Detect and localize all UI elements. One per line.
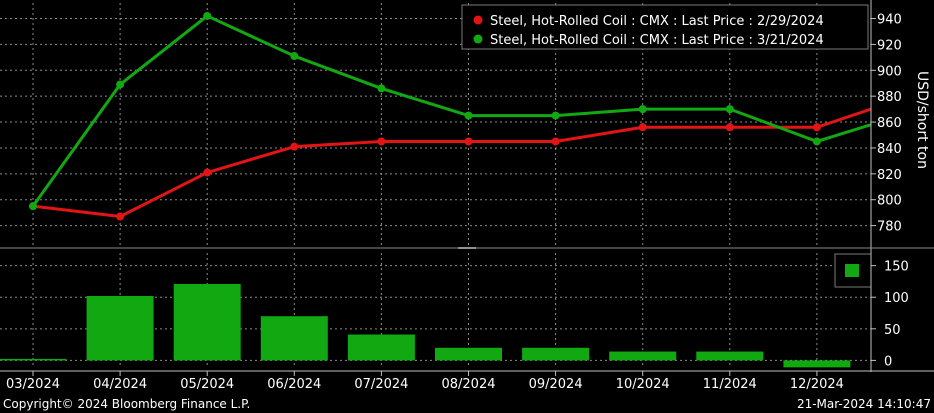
series-2-point	[29, 202, 37, 211]
legend-label-series-2: Steel, Hot-Rolled Coil : CMX : Last Pric…	[490, 33, 824, 48]
legend-label-series-1: Steel, Hot-Rolled Coil : CMX : Last Pric…	[490, 14, 824, 29]
line-series	[29, 11, 872, 221]
x-tick-label: 08/2024	[441, 377, 495, 392]
series-1-point	[203, 168, 212, 177]
timestamp-text: 21-Mar-2024 14:10:47	[797, 397, 931, 411]
x-tick-label: 09/2024	[529, 377, 583, 392]
y-tick-label: 150	[884, 260, 909, 275]
bar-09-2024	[522, 347, 590, 361]
y-tick-label: 820	[877, 168, 902, 183]
x-tick-label: 06/2024	[267, 377, 321, 392]
bar-04-2024	[86, 295, 154, 361]
top-panel-grid	[0, 3, 871, 245]
y-tick-label: 880	[877, 90, 902, 105]
x-axis: 03/2024 04/2024 05/2024 06/2024 07/2024 08/20…	[6, 371, 844, 392]
bar-10-2024	[609, 351, 677, 361]
y-tick-label: 50	[884, 323, 901, 338]
x-tick-label: 07/2024	[354, 377, 408, 392]
x-tick-label: 05/2024	[180, 377, 234, 392]
series-1-point	[812, 123, 821, 132]
series-1-point	[551, 137, 560, 146]
series-2-point	[812, 137, 821, 146]
legend[interactable]: Steel, Hot-Rolled Coil : CMX : Last Pric…	[461, 4, 869, 50]
bar-08-2024	[435, 347, 502, 361]
series-2-point	[551, 111, 560, 120]
series-1-point	[290, 142, 299, 151]
y-tick-label: 780	[877, 220, 902, 235]
series-1-point	[464, 137, 473, 146]
series-1-point	[116, 212, 125, 221]
series-2-point	[203, 11, 212, 20]
y-tick-label: 900	[877, 64, 902, 79]
y-tick-label: 0	[884, 354, 892, 369]
y-tick-label: 800	[877, 194, 902, 209]
series-2-point	[725, 105, 734, 114]
y-tick-label: 840	[877, 142, 902, 157]
bar-12-2024	[783, 360, 851, 368]
series-1-point	[725, 123, 734, 132]
bar-06-2024	[260, 316, 328, 361]
y-tick-label: 920	[877, 38, 902, 53]
series-2-point	[638, 105, 647, 114]
footer-bar	[0, 395, 934, 413]
bar-legend[interactable]	[834, 253, 872, 288]
series-1-point	[377, 137, 386, 146]
legend-box	[461, 4, 869, 50]
top-y-axis: 780 800 820 840 860 880 900 920 940	[871, 13, 902, 235]
series-2-point	[377, 84, 386, 93]
x-tick-label: 03/2024	[6, 377, 60, 392]
bottom-y-axis: 0 50 100 150	[871, 260, 909, 369]
copyright-text: Copyright© 2024 Bloomberg Finance L.P.	[3, 397, 250, 411]
y-axis-label: USD/short ton	[914, 71, 930, 169]
x-tick-label: 11/2024	[703, 377, 757, 392]
y-tick-label: 940	[877, 13, 902, 28]
bar-series	[0, 283, 851, 368]
series-2-point	[464, 111, 473, 120]
legend-marker-green	[473, 34, 483, 44]
y-tick-label: 860	[877, 116, 902, 131]
legend-marker-red	[473, 15, 483, 25]
bar-05-2024	[173, 283, 241, 361]
bar-11-2024	[696, 351, 764, 361]
series-2-point	[116, 80, 125, 89]
bar-legend-swatch	[845, 264, 859, 277]
bar-03-2024	[0, 358, 67, 361]
series-2-point	[290, 52, 299, 61]
series-1-point	[638, 123, 647, 132]
x-tick-label: 10/2024	[616, 377, 670, 392]
x-tick-label: 12/2024	[790, 377, 844, 392]
bar-07-2024	[347, 334, 415, 361]
y-tick-label: 100	[884, 291, 909, 306]
x-tick-label: 04/2024	[93, 377, 147, 392]
